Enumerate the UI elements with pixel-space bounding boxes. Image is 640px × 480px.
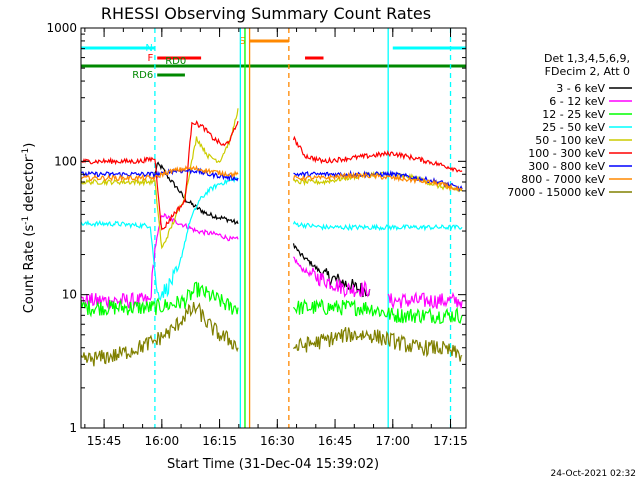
x-tick-label-16-15: 16:15	[202, 434, 237, 448]
y-axis-label-main: Count Rate (s	[22, 225, 37, 314]
y-axis-label: Count Rate (s-1 detector-1)	[21, 143, 37, 314]
series-25-50-kev-segment-0	[81, 177, 239, 301]
x-tick-label-16-00: 16:00	[145, 434, 180, 448]
legend-header-1: FDecim 2, Att 0	[545, 65, 630, 78]
flag-label-f: F	[147, 53, 153, 64]
footer-timestamp: 24-Oct-2021 02:32	[551, 469, 636, 479]
y-axis-label-sup2: -1	[21, 148, 31, 157]
x-tick-label-16-45: 16:45	[318, 434, 353, 448]
x-tick-label-16-30: 16:30	[260, 434, 295, 448]
series-6-12-kev-segment-1	[293, 256, 371, 298]
x-tick-label-17-15: 17:15	[433, 434, 468, 448]
vertical-markers	[154, 28, 452, 428]
x-axis-label: Start Time (31-Dec-04 15:39:02)	[167, 457, 379, 472]
legend-label-25-50-kev: 25 - 50 keV	[542, 121, 605, 134]
series-12-25-kev-segment-0	[81, 281, 239, 318]
series-800-7000-kev-segment-1	[292, 171, 463, 192]
legend-label-50-100-kev: 50 - 100 keV	[535, 134, 605, 147]
series-7000-15000-kev-segment-1	[293, 327, 463, 362]
series-3-6-kev-segment-1	[292, 243, 371, 298]
series-6-12-kev-segment-2	[387, 291, 463, 310]
series-12-25-kev-segment-1	[293, 298, 463, 325]
series-50-100-kev-segment-0	[81, 108, 239, 250]
legend-label-3-6-kev: 3 - 6 keV	[556, 82, 605, 95]
x-tick-label-17-00: 17:00	[375, 434, 410, 448]
series-3-6-kev-segment-0	[154, 161, 239, 225]
y-tick-label-100: 100	[54, 154, 77, 168]
y-tick-label-1: 1	[69, 421, 77, 435]
y-axis-label-mid: detector	[22, 156, 37, 216]
flag-label-rd6: RD6	[132, 70, 153, 81]
x-tick-label-15-45: 15:45	[87, 434, 122, 448]
legend-label-7000-15000-kev: 7000 - 15000 keV	[507, 186, 605, 199]
legend: Det 1,3,4,5,6,9,FDecim 2, Att 0 3 - 6 keV…	[507, 52, 632, 199]
legend-label-100-300-kev: 100 - 300 keV	[528, 147, 605, 160]
series-25-50-kev-segment-1	[292, 220, 463, 232]
legend-label-300-800-kev: 300 - 800 keV	[528, 160, 605, 173]
flag-bars: N S F RD0 RD6	[81, 36, 466, 81]
y-tick-label-1000: 1000	[46, 21, 77, 35]
legend-header-0: Det 1,3,4,5,6,9,	[544, 52, 630, 65]
flag-label-rd0: RD0	[165, 56, 186, 67]
series-100-300-kev-segment-1	[292, 135, 463, 173]
plot-frame	[80, 27, 467, 429]
legend-label-12-25-kev: 12 - 25 keV	[542, 108, 605, 121]
series-100-300-kev-segment-0	[81, 119, 239, 231]
series-7000-15000-kev-segment-0	[81, 302, 239, 367]
flag-label-s: S	[239, 36, 245, 47]
series-800-7000-kev-segment-0	[81, 165, 239, 183]
legend-label-6-12-kev: 6 - 12 keV	[549, 95, 605, 108]
series-lines	[81, 108, 463, 367]
y-tick-label-10: 10	[62, 288, 77, 302]
chart-title: RHESSI Observing Summary Count Rates	[101, 4, 431, 23]
axes: 1 10 100 1000 15:45 16:00 16:15 16:30 16:45 17:00…	[46, 21, 467, 448]
y-axis-label-end: )	[22, 143, 37, 148]
y-axis-label-sup1: -1	[21, 216, 31, 225]
flag-label-n: N	[145, 43, 152, 54]
legend-label-800-7000-kev: 800 - 7000 keV	[521, 173, 605, 186]
